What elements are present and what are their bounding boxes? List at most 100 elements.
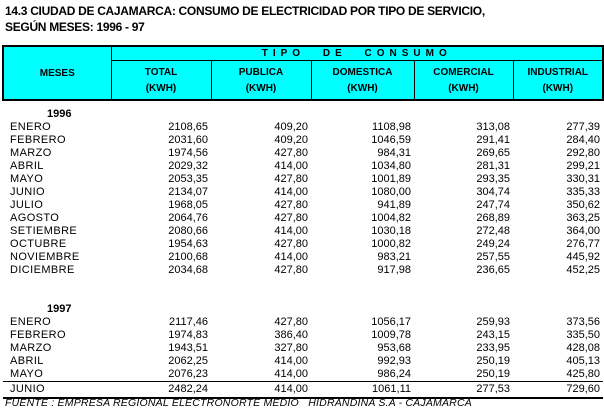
col-header-meses: MESES xyxy=(2,45,112,101)
month-cell: ABRIL xyxy=(10,160,44,172)
value-cell: 425,80 xyxy=(566,368,601,380)
value-cell: 1030,18 xyxy=(371,225,411,237)
value-cell: 250,19 xyxy=(476,355,510,367)
value-cell: 1000,82 xyxy=(371,238,411,250)
table-header: MESES TIPO DE CONSUMO TOTAL (KWH) PUBLIC… xyxy=(2,45,604,101)
value-cell: 405,13 xyxy=(566,355,601,367)
consumption-table: MESES TIPO DE CONSUMO TOTAL (KWH) PUBLIC… xyxy=(2,45,604,399)
value-cell: 729,60 xyxy=(513,381,604,399)
col-header-industrial: INDUSTRIAL (KWH) xyxy=(512,60,604,101)
value-cell: 984,31 xyxy=(377,147,411,159)
month-cell: SETIEMBRE xyxy=(10,225,78,237)
value-cell: 1046,59 xyxy=(371,134,411,146)
value-cell: 986,24 xyxy=(377,368,411,380)
table-row: ENERO 2108,65 409,20 1108,98 313,08 277,39 xyxy=(3,121,603,134)
year-row: 1997 xyxy=(3,303,603,316)
value-cell: 414,00 xyxy=(274,160,308,172)
value-cell: 304,74 xyxy=(476,186,510,198)
value-cell: 2029,32 xyxy=(168,160,208,172)
month-cell: FEBRERO xyxy=(10,329,66,341)
value-cell: 243,15 xyxy=(476,329,510,341)
value-cell: 427,80 xyxy=(274,173,308,185)
month-cell: MARZO xyxy=(10,342,52,354)
col-header-publica-unit: (KWH) xyxy=(245,82,277,94)
value-cell: 299,21 xyxy=(566,160,601,172)
table-body: 1996 ENERO 2108,65 409,20 1108,98 313,08 277,3… xyxy=(3,100,604,399)
value-cell: 363,25 xyxy=(566,212,601,224)
value-cell: 414,00 xyxy=(274,368,308,380)
value-cell: 428,08 xyxy=(566,342,601,354)
value-cell: 427,80 xyxy=(274,316,308,328)
value-cell: 2053,35 xyxy=(168,173,208,185)
col-group-header-tipo-de-consumo: TIPO DE CONSUMO xyxy=(110,45,604,61)
value-cell: 277,53 xyxy=(414,381,513,399)
title-line-1: 14.3 CIUDAD DE CAJAMARCA: CONSUMO DE ELE… xyxy=(5,4,485,18)
value-cell: 2134,07 xyxy=(168,186,208,198)
col-header-total-unit: (KWH) xyxy=(145,82,177,94)
title-line-2: SEGÚN MESES: 1996 - 97 xyxy=(5,20,145,34)
value-cell: 276,77 xyxy=(566,238,601,250)
value-cell: 2031,60 xyxy=(168,134,208,146)
value-cell: 268,89 xyxy=(476,212,510,224)
value-cell: 2108,65 xyxy=(168,121,208,133)
col-header-comercial-unit: (KWH) xyxy=(448,82,479,94)
table-row: MARZO 1974,56 427,80 984,31 269,65 292,80 xyxy=(3,147,603,160)
value-cell: 250,19 xyxy=(476,368,510,380)
value-cell: 292,80 xyxy=(566,147,601,159)
table-row: ABRIL 2062,25 414,00 992,93 250,19 405,13 xyxy=(3,355,603,368)
value-cell: 293,35 xyxy=(476,173,510,185)
table-row: ABRIL 2029,32 414,00 1034,80 281,31 299,21 xyxy=(3,160,603,173)
value-cell: 409,20 xyxy=(274,134,308,146)
value-cell: 257,55 xyxy=(476,251,510,263)
value-cell: 953,68 xyxy=(377,342,411,354)
month-cell: NOVIEMBRE xyxy=(10,251,80,263)
table-row: JUNIO 2482,24 414,00 1061,11 277,53 729,60 xyxy=(3,381,604,399)
value-cell: 414,00 xyxy=(274,355,308,367)
value-cell: 427,80 xyxy=(274,264,308,276)
table-row: JUNIO 2134,07 414,00 1080,00 304,74 335,33 xyxy=(3,186,603,199)
value-cell: 1974,56 xyxy=(168,147,208,159)
month-cell: ABRIL xyxy=(10,355,44,367)
value-cell: 373,56 xyxy=(566,316,601,328)
month-cell: OCTUBRE xyxy=(10,238,67,250)
value-cell: 1004,82 xyxy=(371,212,411,224)
value-cell: 247,74 xyxy=(476,199,510,211)
value-cell: 281,31 xyxy=(476,160,510,172)
month-cell: AGOSTO xyxy=(10,212,60,224)
month-cell: MAYO xyxy=(10,368,44,380)
value-cell: 427,80 xyxy=(274,199,308,211)
value-cell: 1061,11 xyxy=(311,381,414,399)
value-cell: 427,80 xyxy=(274,212,308,224)
col-header-industrial-label: INDUSTRIAL xyxy=(527,66,589,78)
spacer-row xyxy=(3,100,603,108)
value-cell: 259,93 xyxy=(476,316,510,328)
value-cell: 233,95 xyxy=(476,342,510,354)
value-cell: 1974,83 xyxy=(168,329,208,341)
value-cell: 335,33 xyxy=(566,186,601,198)
value-cell: 1001,89 xyxy=(371,173,411,185)
month-cell: DICIEMBRE xyxy=(10,264,75,276)
table-row: AGOSTO 2064,76 427,80 1004,82 268,89 363,25 xyxy=(3,212,603,225)
value-cell: 917,98 xyxy=(377,264,411,276)
value-cell: 941,89 xyxy=(377,199,411,211)
value-cell: 414,00 xyxy=(274,186,308,198)
year-label: 1996 xyxy=(47,108,72,120)
month-cell: MAYO xyxy=(10,173,44,185)
value-cell: 1943,51 xyxy=(168,342,208,354)
year-label: 1997 xyxy=(47,303,72,315)
table-row: MAYO 2053,35 427,80 1001,89 293,35 330,31 xyxy=(3,173,603,186)
value-cell: 427,80 xyxy=(274,147,308,159)
value-cell: 291,41 xyxy=(476,134,510,146)
col-header-publica-label: PUBLICA xyxy=(238,66,284,78)
table-row: FEBRERO 1974,83 386,40 1009,78 243,15 335,50 xyxy=(3,329,603,342)
value-cell: 1968,05 xyxy=(168,199,208,211)
value-cell: 1954,63 xyxy=(168,238,208,250)
value-cell: 452,25 xyxy=(566,264,601,276)
year-row: 1996 xyxy=(3,108,603,121)
col-header-total-label: TOTAL xyxy=(144,66,178,78)
value-cell: 2100,68 xyxy=(168,251,208,263)
value-cell: 2117,46 xyxy=(169,316,208,328)
value-cell: 2482,24 xyxy=(111,381,211,399)
value-cell: 1056,17 xyxy=(371,316,411,328)
value-cell: 335,50 xyxy=(566,329,601,341)
